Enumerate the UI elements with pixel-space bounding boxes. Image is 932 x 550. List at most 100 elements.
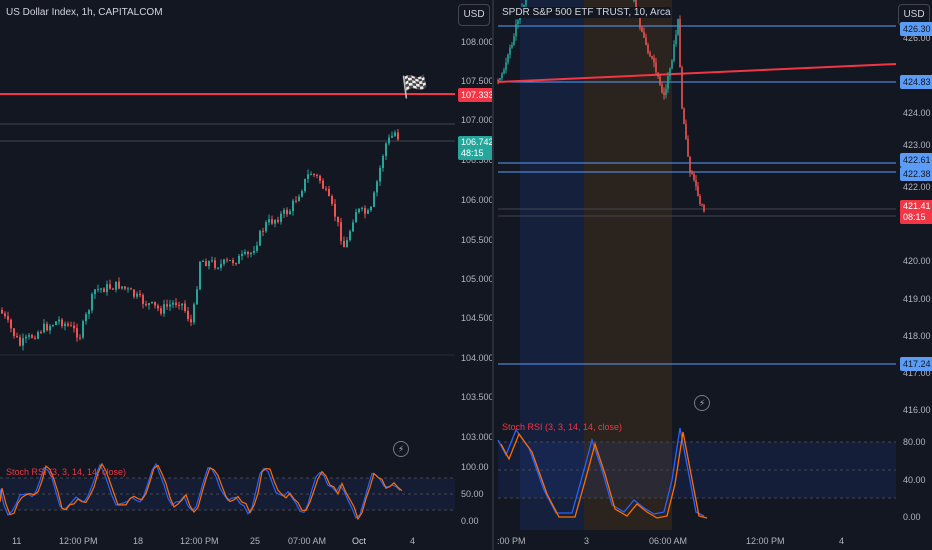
candle-body <box>16 336 18 338</box>
lightning-icon[interactable]: ⚡ <box>393 441 409 457</box>
candle-body <box>346 240 348 248</box>
price-label: 417.00 <box>903 368 931 378</box>
time-label: :00 PM <box>497 536 526 546</box>
currency-button[interactable]: USD <box>458 4 490 26</box>
chart-title: SPDR S&P 500 ETF TRUST, 10, Arca <box>502 7 671 18</box>
price-label: 104.000 <box>461 353 494 363</box>
candle-body <box>127 288 129 290</box>
candle-body <box>94 289 96 295</box>
candle-body <box>157 305 159 309</box>
candle-body <box>695 179 697 187</box>
candle-body <box>505 62 507 70</box>
candle-body <box>319 175 321 181</box>
candle-body <box>677 18 679 35</box>
candle-body <box>331 196 333 204</box>
stoch-rsi-title[interactable]: Stoch RSI (3, 3, 14, 14, close) <box>6 467 127 477</box>
currency-button[interactable]: USD <box>898 4 930 26</box>
candle-body <box>355 212 357 223</box>
candle-body <box>511 45 513 48</box>
candle-body <box>358 208 360 213</box>
candle-body <box>289 211 291 215</box>
time-label: 4 <box>839 536 845 546</box>
candle-body <box>376 181 378 193</box>
stoch-label: 0.00 <box>461 516 479 526</box>
candle-body <box>37 331 39 339</box>
candle-body <box>385 143 387 157</box>
time-label: 07:00 AM <box>288 536 327 546</box>
current-price-tag: 421.41 08:15 <box>900 200 932 224</box>
candle-body <box>322 180 324 189</box>
candle-body <box>22 338 24 346</box>
candle-body <box>244 251 246 254</box>
candle-body <box>277 219 279 222</box>
pane-divider[interactable] <box>492 0 494 550</box>
spy-chart-canvas[interactable] <box>494 0 932 550</box>
candle-body <box>196 289 198 305</box>
candle-body <box>193 304 195 323</box>
candle-body <box>82 321 84 338</box>
candle-body <box>58 319 60 322</box>
candle-body <box>503 69 505 74</box>
candle-body <box>304 178 306 192</box>
candle-body <box>112 288 114 290</box>
candle-body <box>328 189 330 197</box>
candle-body <box>665 88 667 95</box>
candle-body <box>388 137 390 144</box>
stoch-rsi-title[interactable]: Stoch RSI (3, 3, 14, 14, close) <box>502 422 623 432</box>
candle-body <box>691 172 693 174</box>
candle-body <box>517 20 519 25</box>
candle-body <box>509 47 511 55</box>
candle-body <box>373 192 375 207</box>
time-label: 4 <box>410 536 416 546</box>
candle-body <box>391 135 393 138</box>
candle-body <box>199 261 201 290</box>
candle-body <box>181 303 183 306</box>
candle-body <box>382 156 384 168</box>
checkered-flag-icon[interactable]: 🏁 <box>401 74 429 99</box>
chart-pane-dxy[interactable]: US Dollar Index, 1h, CAPITALCOM USD 108.… <box>0 0 497 550</box>
candle-body <box>28 335 30 337</box>
time-label: 25 <box>250 536 261 546</box>
candle-body <box>683 108 685 124</box>
price-label: 106.500 <box>461 155 494 165</box>
candle-body <box>659 76 661 85</box>
candle-body <box>657 72 659 77</box>
candle-body <box>507 54 509 63</box>
candle-body <box>208 261 210 267</box>
candle-body <box>663 92 665 95</box>
time-label: 11 <box>12 536 22 546</box>
price-label: 103.500 <box>461 392 494 402</box>
candle-body <box>671 60 673 69</box>
candle-body <box>693 173 695 180</box>
lightning-icon[interactable]: ⚡ <box>694 395 710 411</box>
chart-title: US Dollar Index, 1h, CAPITALCOM <box>6 7 163 18</box>
price-label: 420.00 <box>903 256 931 266</box>
candle-body <box>91 294 93 311</box>
dxy-chart-canvas[interactable] <box>0 0 494 550</box>
candle-body <box>229 259 231 261</box>
candle-body <box>70 325 72 327</box>
candle-body <box>13 328 15 337</box>
candle-body <box>235 263 237 265</box>
candle-body <box>241 253 243 256</box>
candle-body <box>166 304 168 307</box>
candle-body <box>64 323 66 327</box>
candle-body <box>124 286 126 289</box>
candle-body <box>115 281 117 290</box>
candle-body <box>169 304 171 307</box>
time-label: 12:00 PM <box>746 536 785 546</box>
candle-body <box>313 173 315 175</box>
chart-pane-spy[interactable]: SPDR S&P 500 ETF TRUST, 10, Arca USD 426… <box>494 0 932 550</box>
candle-body <box>307 174 309 179</box>
candle-body <box>178 304 180 306</box>
candle-body <box>247 251 249 255</box>
bar-countdown: 08:15 <box>903 212 926 222</box>
candle-body <box>701 203 703 205</box>
candle-body <box>43 323 45 333</box>
price-label: 426.00 <box>903 33 931 43</box>
candle-body <box>100 288 102 290</box>
candle-body <box>681 67 683 109</box>
top-line-price-tag: 426.30 <box>900 22 932 36</box>
candle-body <box>148 303 150 306</box>
candle-body <box>639 13 641 28</box>
